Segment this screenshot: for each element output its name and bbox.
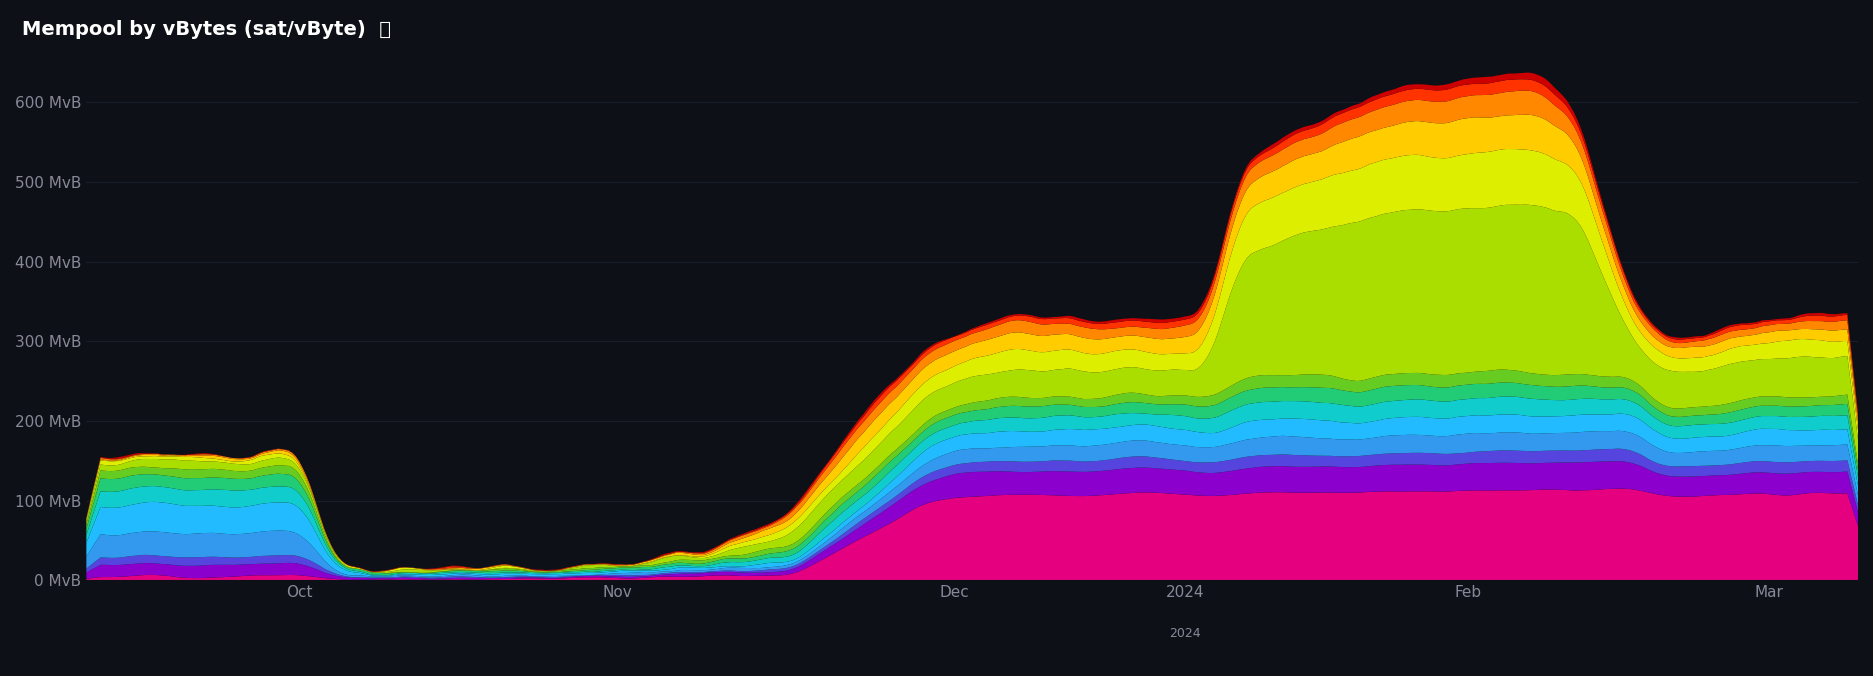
Text: 2024: 2024: [1169, 627, 1201, 640]
Text: Mempool by vBytes (sat/vByte)  ⤓: Mempool by vBytes (sat/vByte) ⤓: [22, 20, 391, 39]
